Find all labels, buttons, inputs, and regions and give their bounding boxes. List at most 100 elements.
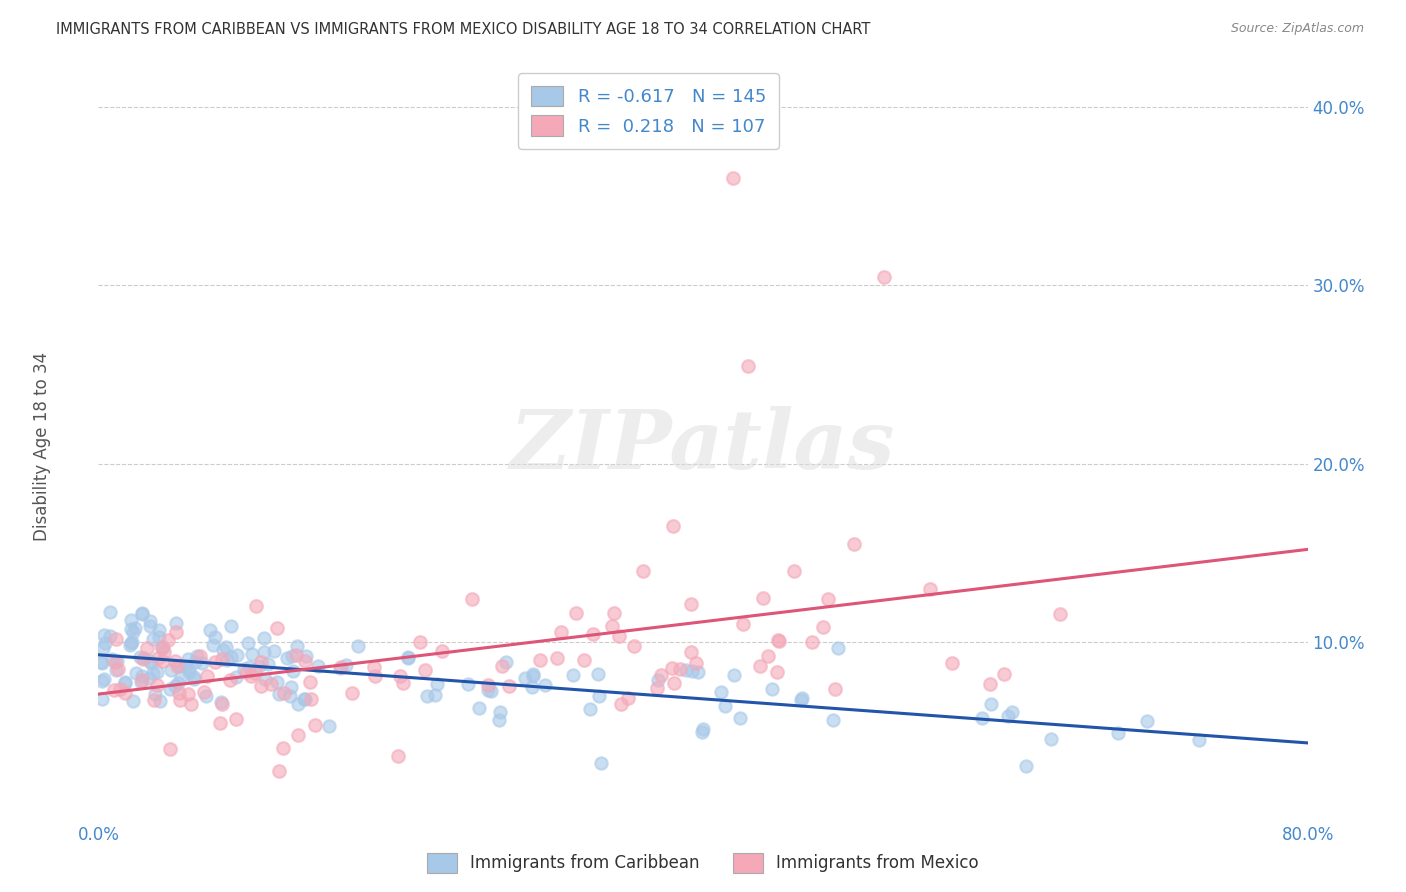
- Point: [152, 644, 174, 658]
- Point: [136, 641, 159, 656]
- Point: [209, 695, 232, 709]
- Text: Source: ZipAtlas.com: Source: ZipAtlas.com: [1230, 22, 1364, 36]
- Point: [844, 537, 866, 551]
- Point: [318, 719, 340, 733]
- Point: [250, 679, 273, 693]
- Point: [588, 689, 610, 703]
- Point: [768, 634, 790, 648]
- Point: [138, 614, 160, 628]
- Point: [139, 654, 162, 668]
- Point: [409, 635, 432, 649]
- Point: [607, 629, 630, 643]
- Point: [304, 718, 326, 732]
- Point: [647, 673, 669, 687]
- Point: [692, 723, 714, 737]
- Point: [285, 639, 308, 653]
- Point: [148, 651, 170, 665]
- Point: [589, 756, 612, 771]
- Point: [278, 690, 301, 704]
- Point: [107, 654, 129, 668]
- Point: [756, 648, 779, 663]
- Point: [461, 592, 484, 607]
- Point: [146, 678, 169, 692]
- Point: [165, 654, 187, 668]
- Point: [299, 675, 322, 690]
- Point: [813, 620, 835, 634]
- Point: [579, 702, 602, 716]
- Point: [100, 652, 122, 666]
- Point: [477, 683, 499, 698]
- Point: [299, 692, 322, 706]
- Point: [426, 677, 449, 691]
- Point: [91, 640, 114, 655]
- Point: [98, 605, 121, 619]
- Point: [90, 655, 112, 669]
- Point: [91, 674, 114, 689]
- Point: [662, 676, 685, 690]
- Point: [148, 630, 170, 644]
- Text: ZIPatlas: ZIPatlas: [510, 406, 896, 486]
- Point: [238, 660, 260, 674]
- Point: [477, 678, 499, 692]
- Point: [236, 636, 259, 650]
- Point: [281, 665, 304, 679]
- Point: [211, 698, 233, 712]
- Point: [980, 697, 1002, 711]
- Point: [285, 648, 308, 663]
- Point: [165, 625, 187, 640]
- Point: [211, 652, 233, 666]
- Point: [498, 679, 520, 693]
- Point: [91, 656, 114, 670]
- Point: [225, 712, 247, 726]
- Point: [748, 658, 770, 673]
- Point: [120, 636, 142, 650]
- Point: [623, 639, 645, 653]
- Legend: Immigrants from Caribbean, Immigrants from Mexico: Immigrants from Caribbean, Immigrants fr…: [420, 847, 986, 880]
- Point: [167, 658, 190, 673]
- Point: [180, 698, 202, 712]
- Point: [457, 677, 479, 691]
- Point: [129, 650, 152, 665]
- Point: [617, 690, 640, 705]
- Point: [679, 597, 702, 611]
- Point: [387, 748, 409, 763]
- Point: [266, 622, 288, 636]
- Point: [821, 713, 844, 727]
- Point: [132, 652, 155, 666]
- Point: [104, 655, 127, 669]
- Point: [131, 673, 153, 687]
- Point: [873, 269, 896, 284]
- Point: [266, 675, 288, 690]
- Point: [610, 698, 633, 712]
- Point: [195, 669, 218, 683]
- Point: [257, 657, 280, 672]
- Point: [271, 740, 294, 755]
- Point: [287, 697, 309, 711]
- Point: [253, 645, 276, 659]
- Point: [91, 692, 114, 706]
- Point: [183, 670, 205, 684]
- Point: [329, 659, 352, 673]
- Point: [150, 640, 173, 654]
- Point: [204, 630, 226, 644]
- Point: [582, 627, 605, 641]
- Point: [287, 727, 309, 741]
- Point: [529, 653, 551, 667]
- Point: [110, 681, 132, 696]
- Point: [817, 592, 839, 607]
- Point: [209, 716, 232, 731]
- Point: [121, 625, 143, 640]
- Point: [416, 689, 439, 703]
- Point: [166, 658, 188, 673]
- Point: [125, 665, 148, 680]
- Point: [149, 694, 172, 708]
- Point: [131, 607, 153, 622]
- Point: [148, 623, 170, 637]
- Point: [1015, 759, 1038, 773]
- Point: [114, 674, 136, 689]
- Point: [513, 671, 536, 685]
- Point: [752, 591, 775, 605]
- Point: [225, 670, 247, 684]
- Point: [489, 705, 512, 719]
- Point: [710, 685, 733, 699]
